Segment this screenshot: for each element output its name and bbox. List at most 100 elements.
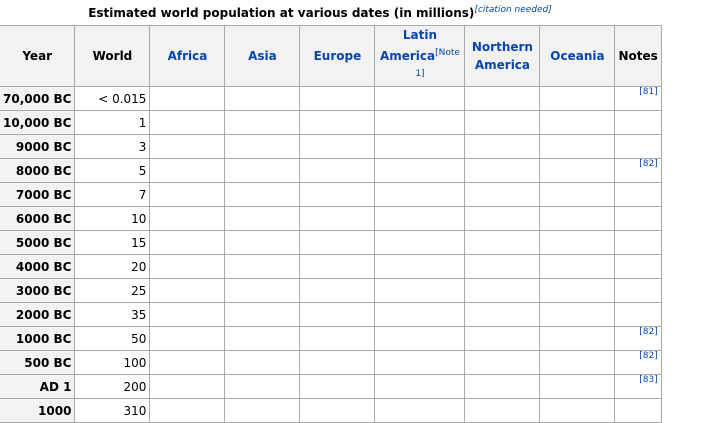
table-row: 10,000 BC 1 [0, 110, 662, 135]
header-notes[interactable]: Notes [614, 25, 662, 87]
notes-cell [614, 278, 662, 303]
header-asia-link[interactable]: Asia [224, 25, 301, 87]
oceania-cell [539, 398, 616, 423]
header-year[interactable]: Year [0, 25, 76, 87]
year-cell: 3000 BC [0, 278, 76, 303]
oceania-cell [539, 182, 616, 207]
asia-cell [224, 230, 301, 255]
world-cell: 7 [74, 182, 151, 207]
world-cell: 3 [74, 134, 151, 159]
table-row: 7000 BC 7 [0, 182, 662, 207]
header-row: Year World Africa Asia Europe Latin Amer… [0, 25, 662, 87]
notes-cell [614, 302, 662, 327]
world-cell: 15 [74, 230, 151, 255]
reference-link[interactable]: [83] [639, 375, 658, 386]
asia-cell [224, 182, 301, 207]
latin-america-cell [374, 350, 466, 375]
header-latin-america-link[interactable]: Latin America[Note 1] [374, 25, 466, 87]
year-cell: 7000 BC [0, 182, 76, 207]
northern-america-cell [464, 182, 541, 207]
table-row: 3000 BC 25 [0, 278, 662, 303]
latin-america-cell [374, 302, 466, 327]
citation-needed-link[interactable]: [citation needed] [474, 5, 552, 15]
world-cell: 10 [74, 206, 151, 231]
northern-america-cell [464, 302, 541, 327]
header-africa-link[interactable]: Africa [149, 25, 226, 87]
asia-cell [224, 254, 301, 279]
latin-america-cell [374, 230, 466, 255]
header-northern-america-link[interactable]: Northern America [464, 25, 541, 87]
africa-cell [149, 110, 226, 135]
notes-cell: [82] [614, 326, 662, 351]
notes-cell [614, 398, 662, 423]
africa-cell [149, 230, 226, 255]
asia-cell [224, 374, 301, 399]
oceania-cell [539, 230, 616, 255]
notes-cell [614, 254, 662, 279]
northern-america-cell [464, 374, 541, 399]
northern-america-cell [464, 110, 541, 135]
year-cell: 2000 BC [0, 302, 76, 327]
header-europe-link[interactable]: Europe [299, 25, 376, 87]
oceania-cell [539, 278, 616, 303]
reference-link[interactable]: [82] [639, 159, 658, 170]
table-row: 6000 BC 10 [0, 206, 662, 231]
world-cell: 1 [74, 110, 151, 135]
northern-america-cell [464, 326, 541, 351]
notes-cell [614, 206, 662, 231]
year-cell: 1000 [0, 398, 76, 423]
europe-cell [299, 110, 376, 135]
latin-america-cell [374, 254, 466, 279]
notes-cell: [82] [614, 158, 662, 183]
reference-link[interactable]: [82] [639, 351, 658, 362]
latin-america-cell [374, 134, 466, 159]
world-cell: 25 [74, 278, 151, 303]
population-table: Year World Africa Asia Europe Latin Amer… [0, 25, 662, 423]
asia-cell [224, 302, 301, 327]
europe-cell [299, 134, 376, 159]
latin-america-cell [374, 398, 466, 423]
latin-america-cell [374, 278, 466, 303]
northern-america-cell [464, 158, 541, 183]
africa-cell [149, 206, 226, 231]
africa-cell [149, 374, 226, 399]
northern-america-cell [464, 398, 541, 423]
reference-link[interactable]: [81] [639, 87, 658, 98]
year-cell: 70,000 BC [0, 86, 76, 111]
oceania-cell [539, 86, 616, 111]
reference-link[interactable]: [82] [639, 327, 658, 338]
europe-cell [299, 86, 376, 111]
africa-cell [149, 398, 226, 423]
table-row: 4000 BC 20 [0, 254, 662, 279]
oceania-cell [539, 134, 616, 159]
northern-america-cell [464, 134, 541, 159]
world-cell: 5 [74, 158, 151, 183]
table-row: 8000 BC 5 [82] [0, 158, 662, 183]
europe-cell [299, 182, 376, 207]
europe-cell [299, 206, 376, 231]
northern-america-cell [464, 86, 541, 111]
oceania-cell [539, 350, 616, 375]
table-row: 1000 BC 50 [82] [0, 326, 662, 351]
oceania-cell [539, 374, 616, 399]
europe-cell [299, 350, 376, 375]
world-cell: 310 [74, 398, 151, 423]
africa-cell [149, 302, 226, 327]
oceania-cell [539, 110, 616, 135]
latin-america-label[interactable]: Latin America [379, 28, 437, 63]
world-cell: 35 [74, 302, 151, 327]
africa-cell [149, 326, 226, 351]
header-oceania-link[interactable]: Oceania [539, 25, 616, 87]
table-row: 500 BC 100 [82] [0, 350, 662, 375]
caption-text: Estimated world population at various da… [88, 6, 475, 20]
year-cell: 1000 BC [0, 326, 76, 351]
note-1-link[interactable]: [Note 1] [415, 48, 460, 79]
oceania-cell [539, 206, 616, 231]
header-world[interactable]: World [74, 25, 151, 87]
northern-america-cell [464, 230, 541, 255]
northern-america-cell [464, 350, 541, 375]
table-row: 9000 BC 3 [0, 134, 662, 159]
europe-cell [299, 254, 376, 279]
africa-cell [149, 278, 226, 303]
europe-cell [299, 326, 376, 351]
